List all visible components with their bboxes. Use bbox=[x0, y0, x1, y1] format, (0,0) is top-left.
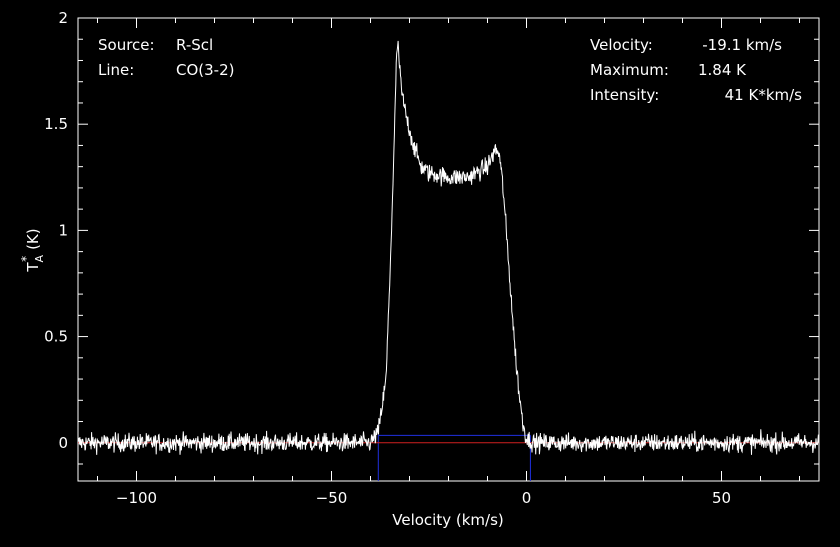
y-tick-label: 0 bbox=[58, 434, 68, 452]
y-tick-label: 0.5 bbox=[44, 328, 68, 346]
plot-frame bbox=[77, 17, 820, 482]
intensity-value: 41 K*km/s bbox=[725, 86, 803, 104]
x-tick-label: 50 bbox=[712, 489, 731, 507]
x-tick-label: −50 bbox=[316, 489, 348, 507]
x-axis-label: Velocity (km/s) bbox=[392, 511, 503, 529]
y-tick-label: 2 bbox=[58, 9, 68, 27]
svg-text:TA*(K): TA* (K) bbox=[19, 228, 46, 272]
y-axis-label: TA* (K) bbox=[19, 228, 46, 272]
axis-ticks bbox=[78, 17, 819, 481]
source-value: R-Scl bbox=[176, 36, 213, 54]
source-label: Source: bbox=[98, 36, 155, 54]
x-tick-label: −100 bbox=[116, 489, 157, 507]
maximum-label: Maximum: bbox=[590, 61, 669, 79]
y-tick-label: 1.5 bbox=[44, 115, 68, 133]
y-axis-label-unit: (K) bbox=[24, 228, 42, 250]
spectrum-series bbox=[77, 40, 820, 455]
intensity-label: Intensity: bbox=[590, 86, 659, 104]
integration-window bbox=[377, 434, 531, 481]
y-tick-labels: 0 0.5 1 1.5 2 bbox=[44, 9, 68, 452]
velocity-value: -19.1 km/s bbox=[702, 36, 782, 54]
y-axis-label-main: T bbox=[24, 262, 42, 273]
x-tick-label: 0 bbox=[522, 489, 532, 507]
line-label: Line: bbox=[98, 61, 134, 79]
y-axis-label-sup: * bbox=[19, 256, 33, 262]
velocity-label: Velocity: bbox=[590, 36, 653, 54]
x-tick-labels: −100 −50 0 50 bbox=[116, 489, 731, 507]
maximum-value: 1.84 K bbox=[698, 61, 747, 79]
y-tick-label: 1 bbox=[58, 221, 68, 239]
line-value: CO(3-2) bbox=[176, 61, 234, 79]
y-axis-label-sub: A bbox=[33, 254, 46, 262]
